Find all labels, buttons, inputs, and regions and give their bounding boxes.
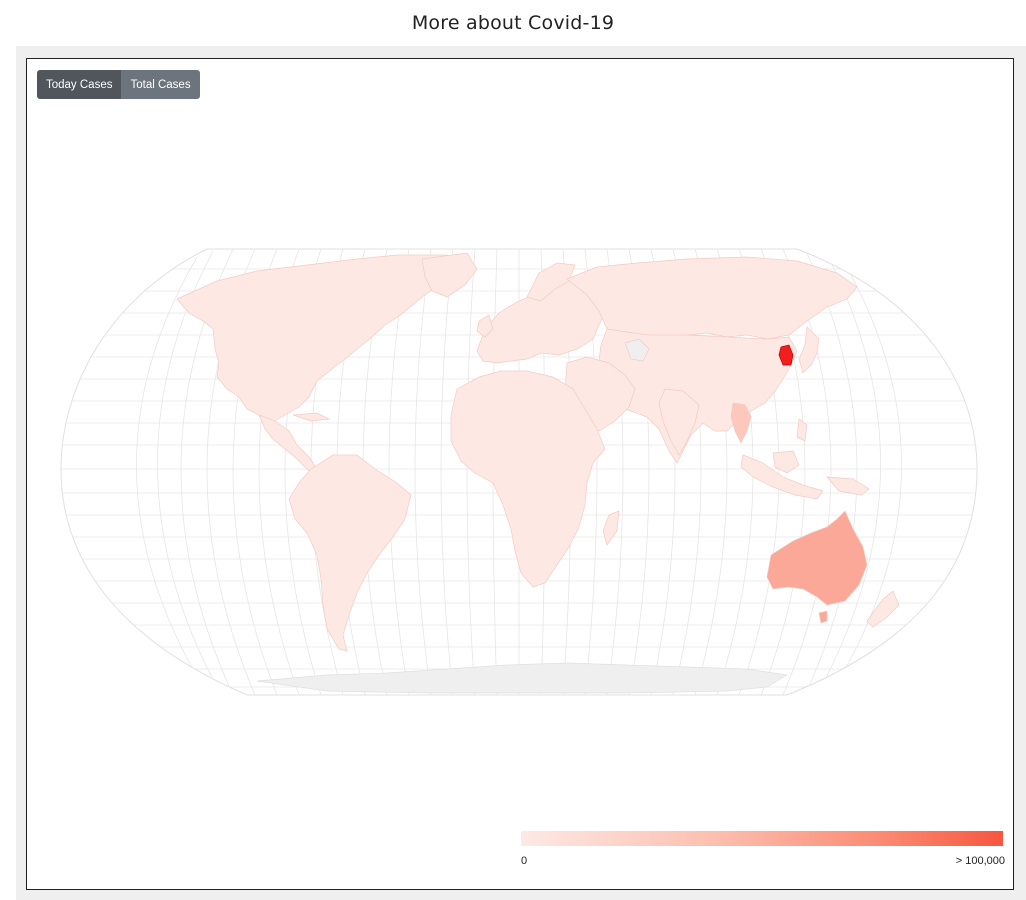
map-container: Today Cases Total Cases <box>26 58 1014 890</box>
country-tasmania[interactable] <box>818 610 828 624</box>
country-madagascar[interactable] <box>602 510 620 546</box>
country-africa[interactable] <box>450 370 606 588</box>
country-new-zealand[interactable] <box>866 590 900 628</box>
total-cases-button[interactable]: Total Cases <box>121 70 200 99</box>
country-antarctica[interactable] <box>256 662 789 694</box>
countries <box>176 252 900 694</box>
country-uk[interactable] <box>476 314 494 338</box>
case-type-toggle: Today Cases Total Cases <box>37 70 200 99</box>
country-japan[interactable] <box>798 326 820 374</box>
page-title: More about Covid-19 <box>411 12 615 34</box>
country-thailand[interactable] <box>730 402 752 444</box>
country-cuba[interactable] <box>292 412 331 422</box>
today-cases-button[interactable]: Today Cases <box>37 70 122 99</box>
country-indonesia[interactable] <box>740 454 824 500</box>
country-south-america[interactable] <box>288 454 412 652</box>
legend-min-label: 0 <box>521 855 528 867</box>
country-south-korea[interactable] <box>778 344 794 366</box>
country-india[interactable] <box>658 388 700 456</box>
legend-gradient <box>521 831 1003 846</box>
legend-max-label: > 100,000 <box>955 855 1005 867</box>
country-australia[interactable] <box>766 510 868 606</box>
country-greenland[interactable] <box>421 252 478 298</box>
country-philippines[interactable] <box>796 418 808 442</box>
country-north-america[interactable] <box>176 254 473 424</box>
country-borneo[interactable] <box>772 450 800 474</box>
country-no-data[interactable] <box>624 338 650 362</box>
country-scandinavia[interactable] <box>526 262 576 302</box>
world-map[interactable] <box>27 59 1013 889</box>
country-new-guinea[interactable] <box>826 476 870 496</box>
